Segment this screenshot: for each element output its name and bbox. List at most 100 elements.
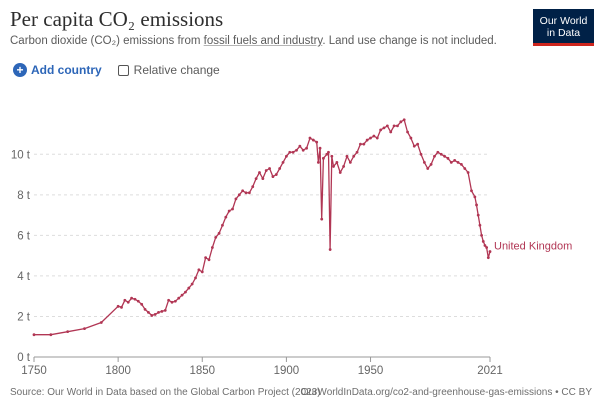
footer-link[interactable]: OurWorldInData.org/co2-and-greenhouse-ga… bbox=[300, 387, 592, 398]
data-point bbox=[177, 296, 181, 300]
checkbox-icon[interactable] bbox=[117, 64, 129, 76]
data-point bbox=[221, 223, 224, 227]
x-tick-label: 1800 bbox=[105, 365, 131, 377]
data-point bbox=[433, 154, 436, 158]
data-point bbox=[83, 327, 86, 331]
y-tick-label: 4 t bbox=[17, 271, 31, 283]
series-label: United Kingdom bbox=[494, 241, 572, 253]
data-point bbox=[436, 150, 440, 154]
data-point bbox=[308, 136, 312, 140]
relative-change-toggle[interactable]: Relative change bbox=[117, 63, 220, 77]
data-point bbox=[318, 146, 322, 150]
chart-subtitle: Carbon dioxide (CO₂) emissions from foss… bbox=[10, 35, 497, 47]
data-point bbox=[466, 171, 470, 174]
data-point bbox=[330, 154, 334, 158]
data-point bbox=[385, 124, 389, 128]
data-point bbox=[150, 314, 154, 317]
data-point bbox=[409, 136, 413, 140]
data-point bbox=[316, 160, 320, 164]
data-point bbox=[320, 217, 324, 221]
relative-change-label: Relative change bbox=[133, 63, 220, 77]
data-point bbox=[170, 300, 174, 304]
data-point bbox=[335, 160, 339, 164]
x-tick-label: 1900 bbox=[274, 365, 300, 377]
data-point bbox=[422, 160, 426, 164]
logo-line-2: in Data bbox=[546, 27, 581, 39]
data-point bbox=[214, 235, 218, 239]
data-point bbox=[153, 313, 157, 316]
series-line bbox=[34, 119, 491, 336]
data-point bbox=[130, 296, 133, 300]
add-country-button[interactable]: + Add country bbox=[13, 63, 102, 77]
y-tick-label: 0 t bbox=[17, 352, 31, 364]
data-point bbox=[224, 215, 228, 219]
y-tick-label: 6 t bbox=[17, 230, 31, 242]
data-point bbox=[184, 290, 187, 294]
data-point bbox=[301, 148, 305, 152]
data-point bbox=[485, 246, 489, 249]
data-point bbox=[180, 293, 184, 297]
data-point bbox=[32, 333, 36, 337]
data-point bbox=[345, 154, 349, 158]
data-point bbox=[327, 150, 330, 154]
data-point bbox=[342, 165, 346, 168]
data-point bbox=[244, 191, 248, 195]
data-point bbox=[194, 276, 197, 280]
data-point bbox=[133, 297, 137, 301]
data-point bbox=[399, 120, 403, 124]
data-point bbox=[237, 193, 241, 197]
data-point bbox=[278, 167, 282, 170]
data-point bbox=[227, 209, 231, 213]
data-point bbox=[217, 231, 221, 235]
data-point bbox=[136, 299, 140, 303]
data-point bbox=[207, 258, 211, 262]
y-tick-label: 10 t bbox=[11, 149, 31, 161]
data-point bbox=[481, 240, 485, 243]
data-point bbox=[99, 321, 103, 324]
data-point bbox=[311, 138, 315, 142]
data-point bbox=[406, 130, 409, 134]
data-point bbox=[352, 154, 356, 158]
data-point bbox=[116, 304, 120, 308]
data-point bbox=[315, 140, 319, 144]
data-point bbox=[453, 158, 457, 162]
data-point bbox=[187, 286, 191, 290]
data-point bbox=[449, 160, 453, 164]
data-point bbox=[483, 244, 487, 247]
data-point bbox=[251, 185, 255, 189]
x-tick-label: 1850 bbox=[189, 365, 215, 377]
source-note: Source: Our World in Data based on the G… bbox=[10, 387, 321, 398]
data-point bbox=[419, 152, 423, 156]
data-point bbox=[459, 163, 463, 166]
data-point bbox=[190, 282, 194, 286]
data-point bbox=[375, 136, 379, 140]
data-point bbox=[416, 142, 420, 146]
data-point bbox=[126, 300, 130, 304]
data-point bbox=[291, 150, 295, 154]
data-point bbox=[274, 173, 278, 176]
data-point bbox=[362, 142, 366, 146]
data-point bbox=[439, 152, 443, 156]
data-point bbox=[120, 305, 123, 309]
data-point bbox=[264, 169, 268, 172]
data-point bbox=[476, 213, 480, 217]
data-point bbox=[143, 307, 147, 311]
owid-logo[interactable]: Our World in Data bbox=[533, 9, 594, 46]
data-point bbox=[123, 298, 127, 302]
data-point bbox=[147, 311, 150, 314]
data-point bbox=[167, 298, 171, 302]
data-point bbox=[204, 256, 208, 260]
data-point bbox=[163, 308, 167, 312]
data-point bbox=[332, 165, 335, 168]
fossil-fuels-link[interactable]: fossil fuels and industry bbox=[203, 35, 323, 47]
data-point bbox=[328, 248, 332, 251]
data-point bbox=[396, 124, 399, 128]
data-point bbox=[284, 154, 288, 158]
data-point bbox=[412, 144, 416, 148]
chart-controls: + Add country Relative change bbox=[13, 63, 220, 77]
y-tick-label: 8 t bbox=[17, 190, 31, 202]
data-point bbox=[247, 191, 251, 195]
data-point bbox=[268, 167, 271, 170]
data-point bbox=[402, 118, 406, 122]
